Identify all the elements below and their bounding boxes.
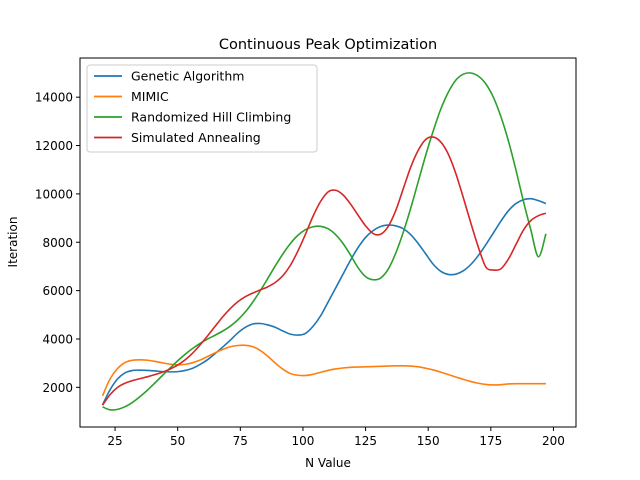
y-axis: 2000 4000 6000 8000 10000 12000 14000	[35, 91, 80, 395]
y-axis-label: Iteration	[6, 217, 20, 268]
series-layer	[101, 72, 547, 411]
legend-label-simulated-annealing: Simulated Annealing	[131, 130, 261, 145]
legend-label-genetic-algorithm: Genetic Algorithm	[131, 69, 244, 84]
series-line-genetic-algorithm	[101, 197, 547, 406]
x-tick-label: 25	[107, 434, 122, 448]
y-tick-label: 12000	[35, 139, 73, 153]
legend-label-mimic: MIMIC	[131, 89, 169, 104]
x-axis-label: N Value	[305, 456, 351, 470]
x-tick-label: 200	[542, 434, 565, 448]
legend-label-randomized-hill-climbing: Randomized Hill Climbing	[131, 110, 291, 125]
y-tick-label: 8000	[42, 236, 73, 250]
x-tick-label: 75	[233, 434, 248, 448]
legend: Genetic Algorithm MIMIC Randomized Hill Cl…	[86, 64, 318, 153]
series-line-simulated-annealing	[101, 136, 547, 406]
y-tick-label: 10000	[35, 187, 73, 201]
x-tick-label: 100	[291, 434, 314, 448]
y-tick-label: 2000	[42, 381, 73, 395]
y-tick-label: 6000	[42, 284, 73, 298]
chart-title: Continuous Peak Optimization	[219, 37, 437, 53]
x-tick-label: 125	[354, 434, 377, 448]
legend-frame	[86, 64, 318, 153]
series-line-randomized-hill-climbing	[102, 72, 547, 411]
x-tick-label: 50	[170, 434, 185, 448]
x-tick-label: 175	[479, 434, 502, 448]
y-tick-label: 4000	[42, 332, 73, 346]
x-axis: 25 50 75 100 125 150 175 200	[107, 427, 565, 448]
y-tick-label: 14000	[35, 91, 73, 105]
x-tick-label: 150	[417, 434, 440, 448]
